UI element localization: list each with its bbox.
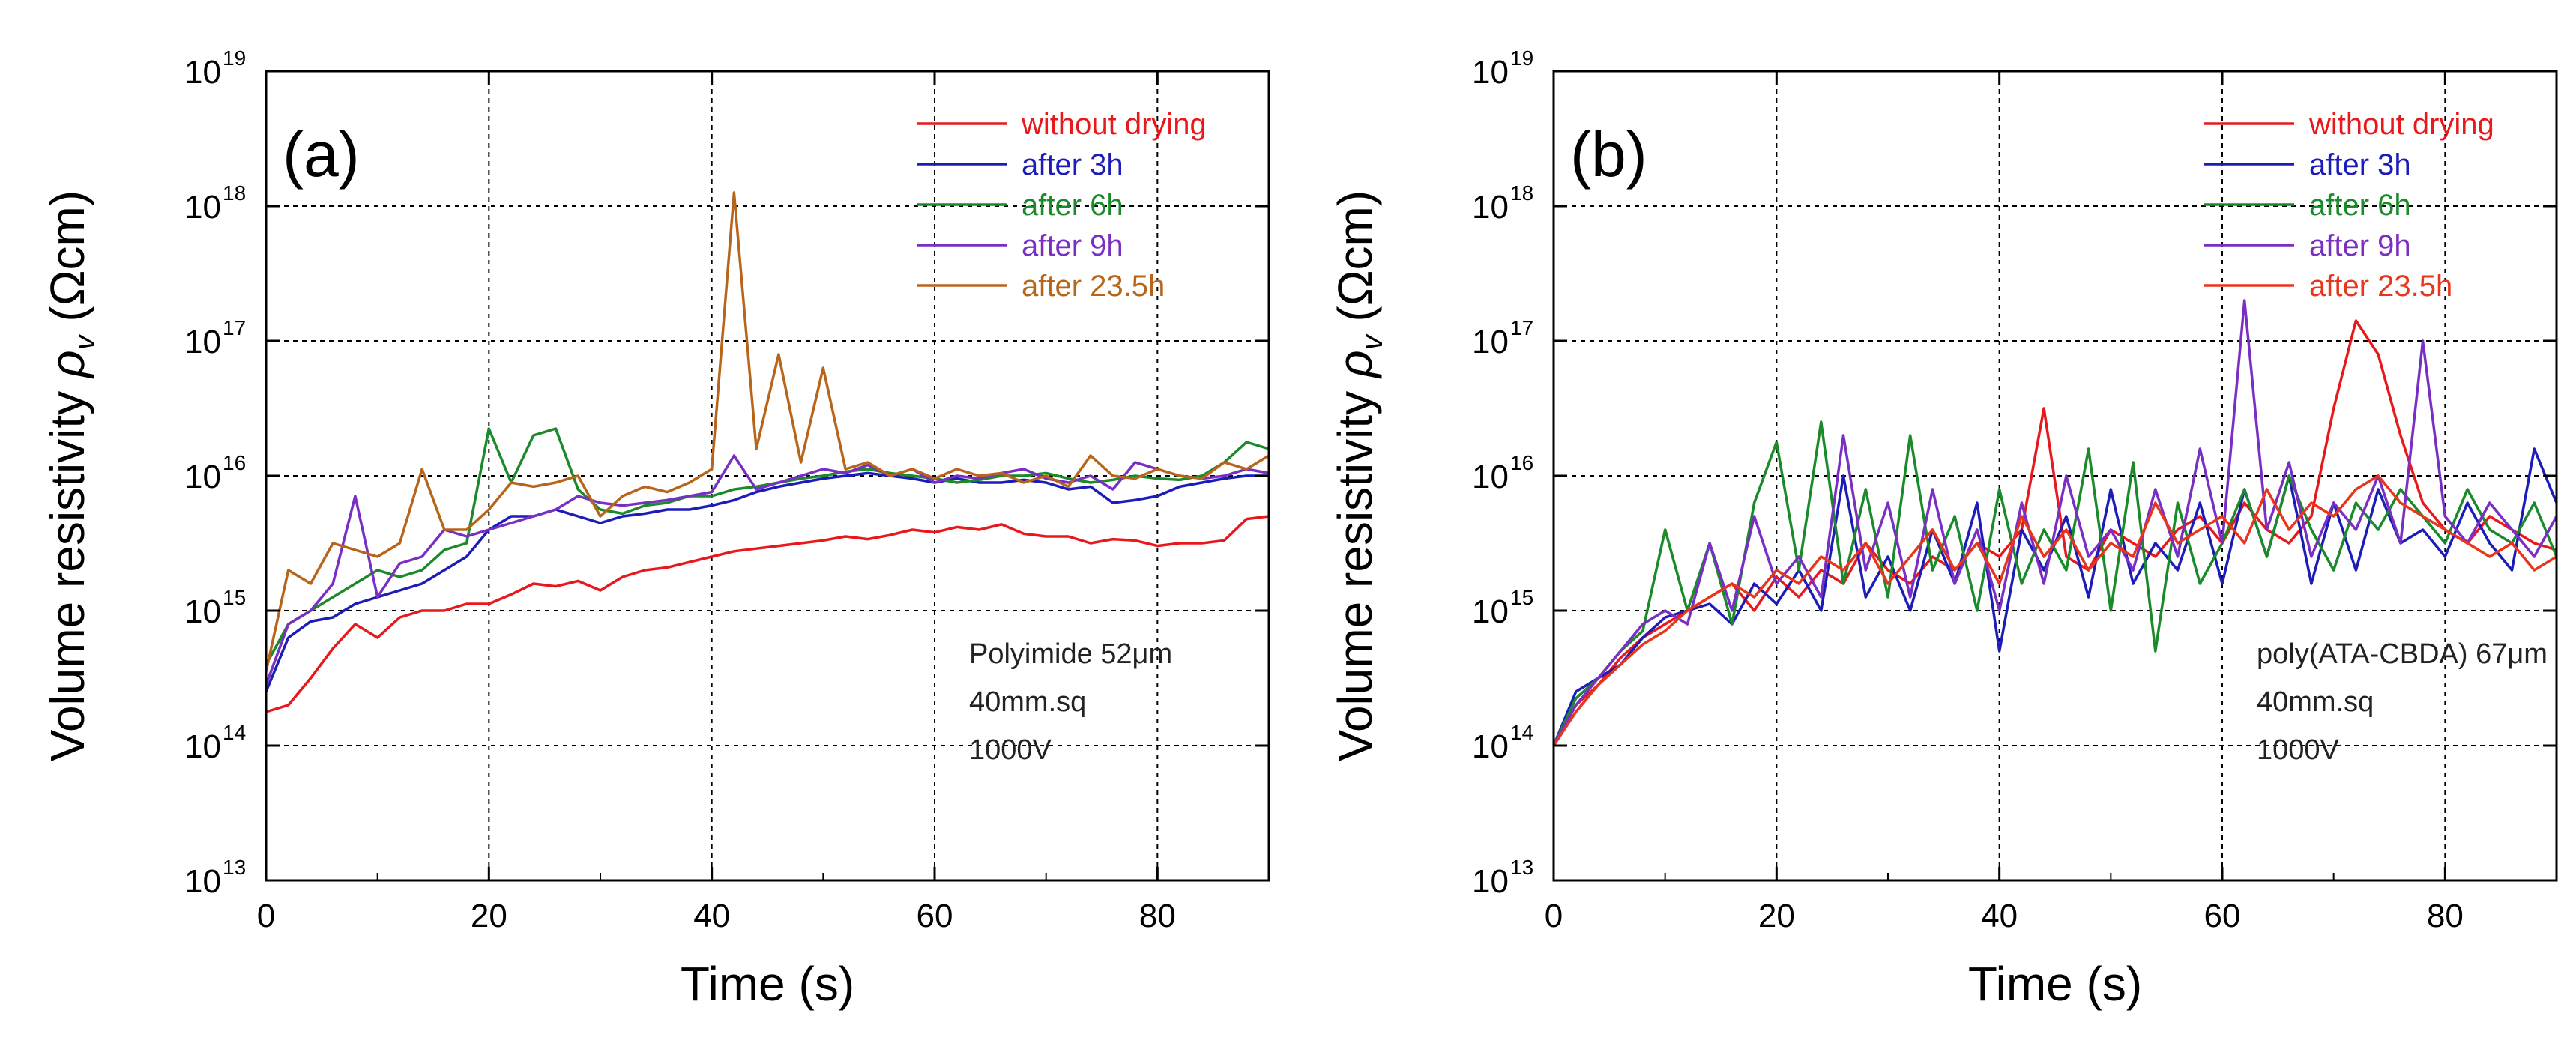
legend-entry: after 9h: [1022, 229, 1123, 262]
y-axis-symbol: ρ: [1328, 350, 1382, 379]
series-line-without-drying: [265, 515, 1270, 713]
y-axis-subscript: v: [68, 333, 101, 350]
y-tick-exponent: 19: [1510, 46, 1533, 70]
y-tick-exponent: 18: [223, 181, 246, 205]
y-tick-exponent: 13: [223, 856, 246, 879]
series-line-after-9h: [265, 454, 1270, 686]
data-series-group: [265, 191, 1270, 713]
y-axis-unit: (Ωcm): [40, 190, 94, 336]
legend: without drying after 3h after 6h after 9h af…: [2204, 108, 2494, 303]
x-tick-label: 0: [1545, 898, 1563, 934]
y-tick-exponent: 17: [223, 316, 246, 339]
series-line-after-9h: [1552, 299, 2558, 746]
x-tick-label: 0: [257, 898, 275, 934]
y-tick-base: 10: [1472, 728, 1509, 765]
y-tick-base: 10: [184, 459, 221, 495]
y-tick-base: 10: [184, 54, 221, 91]
legend-entry: after 3h: [1022, 148, 1123, 181]
x-axis-title: Time (s): [681, 957, 854, 1011]
x-tick-label: 60: [917, 898, 953, 934]
legend-entry: after 23.5h: [2309, 270, 2452, 303]
y-tick-base: 10: [184, 593, 221, 630]
y-tick-base: 10: [1472, 459, 1509, 495]
y-tick-label: 10 13: [184, 856, 246, 900]
legend-entry: after 6h: [2309, 189, 2411, 222]
y-tick-exponent: 14: [1510, 721, 1533, 744]
y-tick-base: 10: [1472, 863, 1509, 900]
y-tick-label: 10 18: [184, 181, 246, 226]
y-tick-label: 10 14: [1472, 721, 1533, 765]
annotation-text: Polyimide 52μm: [969, 638, 1172, 670]
y-axis-symbol: ρ: [40, 350, 94, 379]
x-tick-label: 40: [1981, 898, 2018, 934]
y-tick-exponent: 13: [1510, 856, 1533, 879]
y-tick-exponent: 18: [1510, 181, 1533, 205]
annotation-text: 1000V: [969, 734, 1052, 766]
y-tick-label: 10 16: [184, 451, 246, 495]
x-tick-label: 20: [1758, 898, 1795, 934]
y-tick-exponent: 14: [223, 721, 246, 744]
y-tick-base: 10: [1472, 593, 1509, 630]
y-tick-base: 10: [1472, 324, 1509, 360]
y-axis-subscript: v: [1356, 333, 1389, 350]
x-tick-label: 80: [1139, 898, 1176, 934]
x-tick-label: 40: [693, 898, 730, 934]
x-tick-label: 80: [2427, 898, 2464, 934]
y-tick-label: 10 17: [1472, 316, 1533, 360]
y-tick-base: 10: [184, 324, 221, 360]
y-tick-exponent: 15: [1510, 586, 1533, 609]
annotation-text: 40mm.sq: [969, 686, 1086, 718]
data-series-group: [1552, 299, 2558, 746]
y-axis-title-text: Volume resistivity: [40, 378, 94, 761]
y-tick-label: 10 18: [1472, 181, 1533, 226]
x-tick-label: 20: [471, 898, 507, 934]
legend-entry: after 6h: [1022, 189, 1123, 222]
y-axis-title: Volume resistivity ρv (Ωcm): [40, 190, 101, 761]
legend-entry: without drying: [2308, 108, 2494, 141]
legend-entry: without drying: [1021, 108, 1207, 141]
chart-panel-b: 0 20 40 60 80 10 13 10 14 10 15 10 16 10 17 10 18 10 19 Tim…: [1288, 0, 2575, 1046]
y-tick-base: 10: [184, 728, 221, 765]
y-tick-base: 10: [184, 863, 221, 900]
y-tick-exponent: 17: [1510, 316, 1533, 339]
y-tick-label: 10 15: [184, 586, 246, 630]
legend-entry: after 23.5h: [1022, 270, 1165, 303]
annotation-text: poly(ATA-CBDA) 67μm: [2257, 638, 2548, 670]
y-tick-exponent: 16: [223, 451, 246, 474]
plot-area: [266, 71, 1269, 880]
y-tick-label: 10 19: [1472, 46, 1533, 91]
y-tick-base: 10: [1472, 54, 1509, 91]
y-axis-title-text: Volume resistivity: [1328, 378, 1382, 761]
legend-entry: after 9h: [2309, 229, 2411, 262]
y-tick-base: 10: [1472, 189, 1509, 226]
x-tick-label: 60: [2204, 898, 2241, 934]
panel-label: (b): [1570, 119, 1647, 190]
y-tick-label: 10 14: [184, 721, 246, 765]
y-tick-label: 10 13: [1472, 856, 1533, 900]
x-axis-title: Time (s): [1968, 957, 2142, 1011]
y-axis-title: Volume resistivity ρv (Ωcm): [1328, 190, 1389, 761]
y-tick-exponent: 16: [1510, 451, 1533, 474]
y-tick-exponent: 19: [223, 46, 246, 70]
series-line-after-3h: [265, 471, 1269, 692]
y-tick-base: 10: [184, 189, 221, 226]
annotation-text: 1000V: [2257, 734, 2340, 766]
legend: without drying after 3h after 6h after 9h af…: [917, 108, 1207, 303]
y-tick-label: 10 19: [184, 46, 246, 91]
y-tick-label: 10 17: [184, 316, 246, 360]
panel-label: (a): [283, 119, 360, 190]
annotation-text: 40mm.sq: [2257, 686, 2374, 718]
series-line-after-23-5h: [265, 191, 1270, 672]
chart-panel-a: 0 20 40 60 80 10 13 10 14 10 15 10 16 10 17 10 18 10 19 Tim…: [40, 46, 1270, 1011]
y-tick-label: 10 15: [1472, 586, 1533, 630]
y-tick-label: 10 16: [1472, 451, 1533, 495]
legend-entry: after 3h: [2309, 148, 2411, 181]
y-tick-exponent: 15: [223, 586, 246, 609]
series-line-after-23-5h: [1552, 474, 2557, 746]
y-axis-unit: (Ωcm): [1328, 190, 1382, 336]
